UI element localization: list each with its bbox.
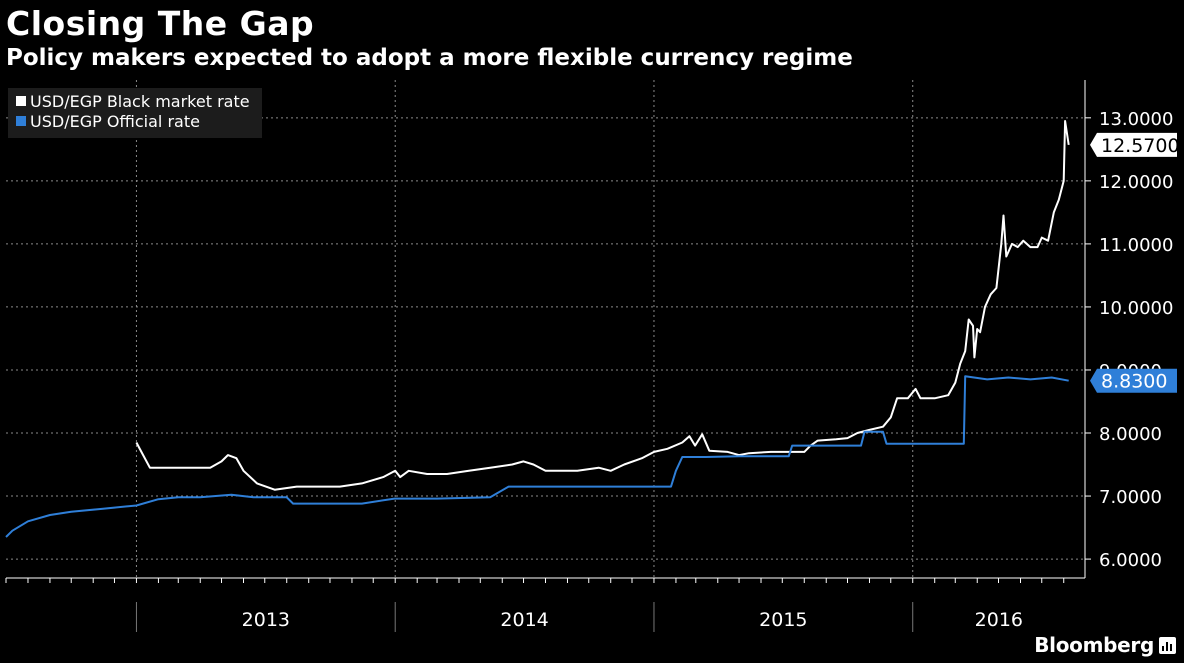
y-tick-label: 8.0000 bbox=[1099, 424, 1162, 445]
x-tick-label: 2016 bbox=[975, 609, 1023, 631]
y-tick-label: 10.0000 bbox=[1099, 298, 1173, 319]
chart-subtitle: Policy makers expected to adopt a more f… bbox=[6, 45, 853, 71]
x-tick-label: 2015 bbox=[759, 609, 807, 631]
bar-chart-icon bbox=[1159, 637, 1176, 654]
legend-swatch-official bbox=[16, 115, 26, 126]
last-value-label: 8.8300 bbox=[1101, 371, 1167, 393]
legend-item-official: USD/EGP Official rate bbox=[16, 112, 200, 131]
bloomberg-logo: Bloomberg bbox=[1034, 633, 1154, 657]
y-tick-label: 11.0000 bbox=[1099, 235, 1173, 256]
legend-item-black-market: USD/EGP Black market rate bbox=[16, 92, 250, 111]
x-tick-label: 2013 bbox=[242, 609, 290, 631]
y-tick-label: 7.0000 bbox=[1099, 487, 1162, 508]
last-value-tag bbox=[1090, 132, 1177, 157]
chart-title: Closing The Gap bbox=[6, 4, 315, 43]
y-tick-label: 12.0000 bbox=[1099, 172, 1173, 193]
legend: USD/EGP Black market rate USD/EGP Offici… bbox=[8, 88, 262, 138]
x-tick-label: 2014 bbox=[500, 609, 548, 631]
y-tick-label: 6.0000 bbox=[1099, 550, 1162, 571]
last-value-label: 12.5700 bbox=[1101, 135, 1180, 157]
series-line-0 bbox=[135, 120, 1070, 491]
y-tick-label: 13.0000 bbox=[1099, 109, 1173, 130]
series-line-1 bbox=[5, 375, 1069, 538]
last-value-tag bbox=[1090, 368, 1177, 393]
legend-label: USD/EGP Black market rate bbox=[30, 92, 250, 111]
legend-swatch-black-market bbox=[16, 95, 26, 106]
legend-label: USD/EGP Official rate bbox=[30, 112, 200, 131]
